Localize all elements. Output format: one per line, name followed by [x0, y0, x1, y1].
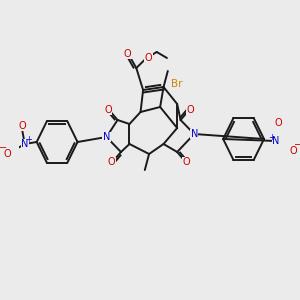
Text: O: O [144, 53, 152, 63]
Text: O: O [124, 49, 132, 59]
Text: +: + [268, 133, 275, 142]
Text: O: O [275, 118, 282, 128]
Text: O: O [186, 105, 194, 115]
Text: N: N [272, 136, 280, 146]
Text: N: N [21, 139, 28, 149]
Text: −: − [0, 143, 7, 153]
Text: O: O [183, 157, 190, 167]
Text: O: O [18, 121, 26, 131]
Text: N: N [190, 129, 198, 139]
Text: O: O [4, 149, 11, 159]
Text: N: N [103, 132, 110, 142]
Text: O: O [289, 146, 297, 156]
Text: −: − [294, 140, 300, 150]
Text: Br: Br [171, 79, 183, 89]
Text: O: O [108, 157, 116, 167]
Text: +: + [26, 136, 32, 145]
Text: O: O [104, 105, 112, 115]
